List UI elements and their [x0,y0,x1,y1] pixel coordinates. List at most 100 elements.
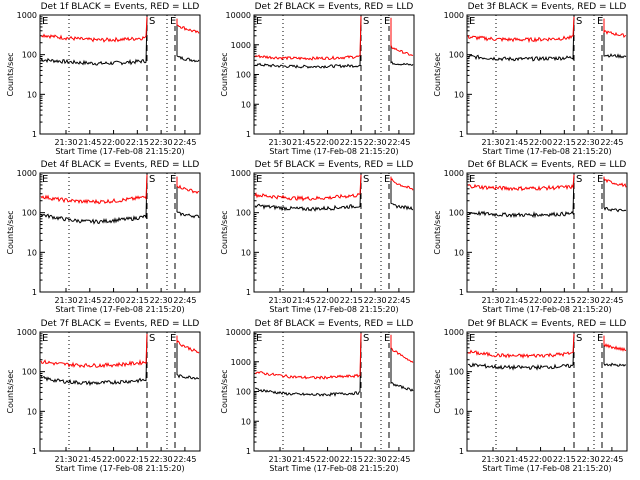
marker-label-e-bg [382,174,392,184]
events-series [40,174,148,225]
y-tick-label: 100 [22,209,37,218]
x-tick-label: 22:00 [529,138,552,147]
y-tick-label: 100 [449,51,464,60]
events-series [254,174,362,212]
y-axis-label: Counts/sec [6,210,15,254]
marker-label-e: E [597,174,603,185]
marker-label-e: E [384,333,390,344]
x-tick-label: 21:45 [505,296,528,305]
x-tick-label: 22:45 [387,455,410,464]
y-tick-label: 1000 [231,169,251,178]
x-tick-label: 21:30 [54,455,77,464]
marker-label-e-bg [382,333,392,343]
events-series [254,333,362,397]
y-tick-label: 1000 [444,169,464,178]
x-tick-label: 22:45 [173,138,196,147]
y-tick-label: 1000 [17,11,37,20]
y-axis-label: Counts/sec [6,52,15,96]
marker-label-e: E [597,333,603,344]
y-axis-label: Counts/sec [433,52,442,96]
events-series-post [176,176,200,219]
x-axis-label: Start Time (17-Feb-08 21:15:20) [482,147,611,156]
marker-label-e: E [384,174,390,185]
lld-series-post [603,18,627,39]
x-tick-label: 22:45 [600,455,623,464]
marker-label-e-bg [595,174,605,184]
lld-series-post [603,176,627,188]
marker-label-e: E [170,174,176,185]
y-tick-label: 10000 [226,11,251,20]
events-series-post [390,334,414,392]
corner-label: E [42,174,48,185]
plot-frame [466,172,628,293]
y-tick-label: 10000 [226,328,251,337]
marker-label-e-bg [168,333,178,343]
y-tick-label: 10 [454,90,464,99]
x-tick-label: 22:00 [102,138,125,147]
y-tick-label: 10 [241,417,251,426]
x-axis-label: Start Time (17-Feb-08 21:15:20) [482,464,611,473]
x-tick-label: 21:30 [481,296,504,305]
x-tick-label: 22:30 [364,296,387,305]
x-tick-label: 22:15 [126,138,149,147]
x-tick-label: 21:30 [268,138,291,147]
marker-label-s-bg [147,16,157,26]
marker-label-s-bg [574,333,584,343]
corner-label: E [256,333,262,344]
lld-series [40,333,148,369]
y-axis-label: Counts/sec [220,52,229,96]
plot-frame [466,331,628,452]
y-axis-label: Counts/sec [220,369,229,413]
x-tick-label: 22:15 [553,296,576,305]
marker-label-s: S [576,333,582,344]
x-tick-label: 21:45 [292,455,315,464]
plot-title: Det 2f BLACK = Events, RED = LLD [255,2,414,12]
y-tick-label: 1000 [231,41,251,50]
marker-label-e-bg [168,174,178,184]
y-tick-label: 1 [32,130,37,139]
y-tick-label: 1 [459,447,464,456]
marker-label-s: S [576,16,582,27]
marker-label-s: S [149,174,155,185]
x-tick-label: 21:45 [78,455,101,464]
x-tick-label: 22:00 [102,296,125,305]
x-tick-label: 22:00 [529,296,552,305]
y-tick-label: 10 [454,407,464,416]
marker-label-s-bg [147,333,157,343]
y-axis-label: Counts/sec [220,210,229,254]
y-tick-label: 10 [27,407,37,416]
y-tick-label: 100 [236,71,251,80]
x-tick-label: 22:00 [316,138,339,147]
lld-series-post [176,335,200,354]
lld-series [254,333,362,380]
x-tick-label: 22:00 [316,455,339,464]
x-tick-label: 22:30 [577,455,600,464]
y-axis-label: Counts/sec [6,369,15,413]
lld-series-post [390,334,414,363]
x-tick-label: 22:30 [577,296,600,305]
x-tick-label: 22:15 [553,455,576,464]
events-series [254,16,362,69]
events-series-post [603,176,627,213]
corner-label: E [42,16,48,27]
y-tick-label: 1 [246,288,251,297]
marker-label-e-bg [168,16,178,26]
corner-label: E [42,333,48,344]
lld-series-post [176,176,200,194]
x-tick-label: 21:45 [505,455,528,464]
y-tick-label: 10 [241,248,251,257]
lld-series-post [603,335,627,352]
marker-label-s: S [149,16,155,27]
events-series [40,16,148,66]
x-tick-label: 21:45 [292,138,315,147]
events-series [467,174,575,219]
marker-label-s-bg [361,174,371,184]
marker-label-e: E [170,16,176,27]
y-tick-label: 100 [22,51,37,60]
y-tick-label: 1 [32,447,37,456]
plot-frame [253,172,415,293]
x-tick-label: 22:15 [126,296,149,305]
x-tick-label: 21:30 [54,138,77,147]
x-tick-label: 21:45 [78,138,101,147]
x-tick-label: 21:30 [268,455,291,464]
